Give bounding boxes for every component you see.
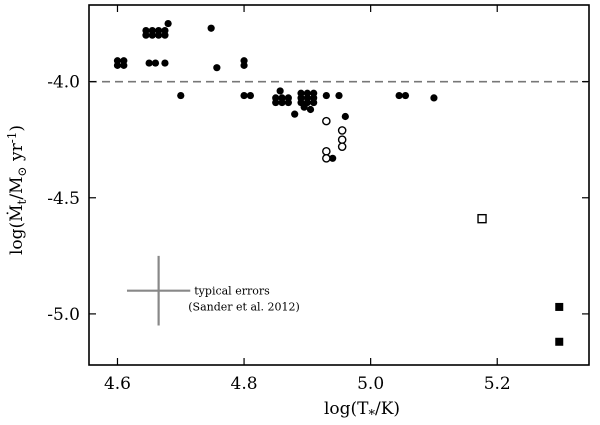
data-point-filled-circle	[240, 61, 248, 69]
data-point-open-square	[477, 213, 487, 224]
data-point-filled-circle	[164, 19, 172, 28]
data-point-filled-circle	[284, 98, 292, 107]
data-point-filled-circle	[145, 59, 153, 67]
data-point-open-circle	[322, 116, 331, 126]
data-point-filled-circle	[161, 31, 169, 39]
data-point-filled-circle	[306, 105, 315, 114]
data-point-open-circle	[337, 135, 347, 145]
data-point-filled-circle	[310, 98, 318, 107]
data-point-filled-square	[555, 302, 564, 311]
y-axis-label: log(Ṁt/M⊙ yr-1)	[5, 125, 29, 255]
data-point-filled-circle	[272, 98, 280, 107]
data-point-filled-circle	[401, 91, 410, 100]
data-point-filled-circle	[113, 61, 122, 69]
data-point-filled-circle	[310, 89, 318, 97]
data-point-filled-circle	[246, 91, 254, 100]
y-tick-label: -4.5	[47, 189, 80, 209]
data-point-filled-circle	[341, 112, 349, 121]
data-point-filled-circle	[151, 59, 160, 67]
data-point-filled-circle	[430, 94, 438, 102]
x-tick-label: 5.0	[357, 374, 384, 394]
data-point-filled-circle	[120, 61, 128, 69]
data-point-open-circle	[337, 142, 347, 151]
data-point-filled-circle	[395, 91, 403, 100]
y-tick-label: -4.0	[47, 73, 80, 93]
data-point-filled-circle	[303, 89, 311, 97]
x-tick-label: 4.8	[231, 374, 258, 394]
x-tick-label: 5.2	[484, 374, 511, 394]
plot-frame	[88, 4, 590, 366]
y-tick-label: -5.0	[47, 305, 80, 325]
data-point-open-circle	[322, 147, 331, 156]
data-point-filled-circle	[278, 98, 286, 107]
data-point-open-circle	[322, 153, 331, 163]
x-axis-label: log(T*/K)	[324, 399, 400, 423]
x-tick-label: 4.6	[104, 374, 131, 394]
data-point-filled-circle	[213, 64, 221, 72]
data-point-filled-circle	[148, 31, 156, 39]
data-point-filled-circle	[322, 91, 330, 100]
data-point-filled-circle	[276, 87, 284, 95]
data-point-filled-circle	[297, 89, 305, 97]
data-point-open-circle	[337, 126, 347, 135]
error-bar-label: typical errors	[194, 285, 270, 298]
data-point-filled-circle	[240, 91, 248, 100]
data-point-filled-circle	[161, 59, 169, 67]
data-point-filled-circle	[291, 110, 299, 118]
data-point-filled-circle	[155, 31, 163, 39]
data-point-filled-circle	[335, 91, 343, 100]
data-point-filled-circle	[142, 31, 150, 39]
data-point-filled-circle	[207, 24, 215, 32]
data-point-filled-circle	[300, 103, 308, 111]
data-point-filled-circle	[329, 154, 337, 162]
data-point-filled-square	[555, 337, 564, 346]
error-bar-citation: (Sander et al. 2012)	[188, 301, 300, 314]
data-point-filled-circle	[177, 91, 185, 100]
